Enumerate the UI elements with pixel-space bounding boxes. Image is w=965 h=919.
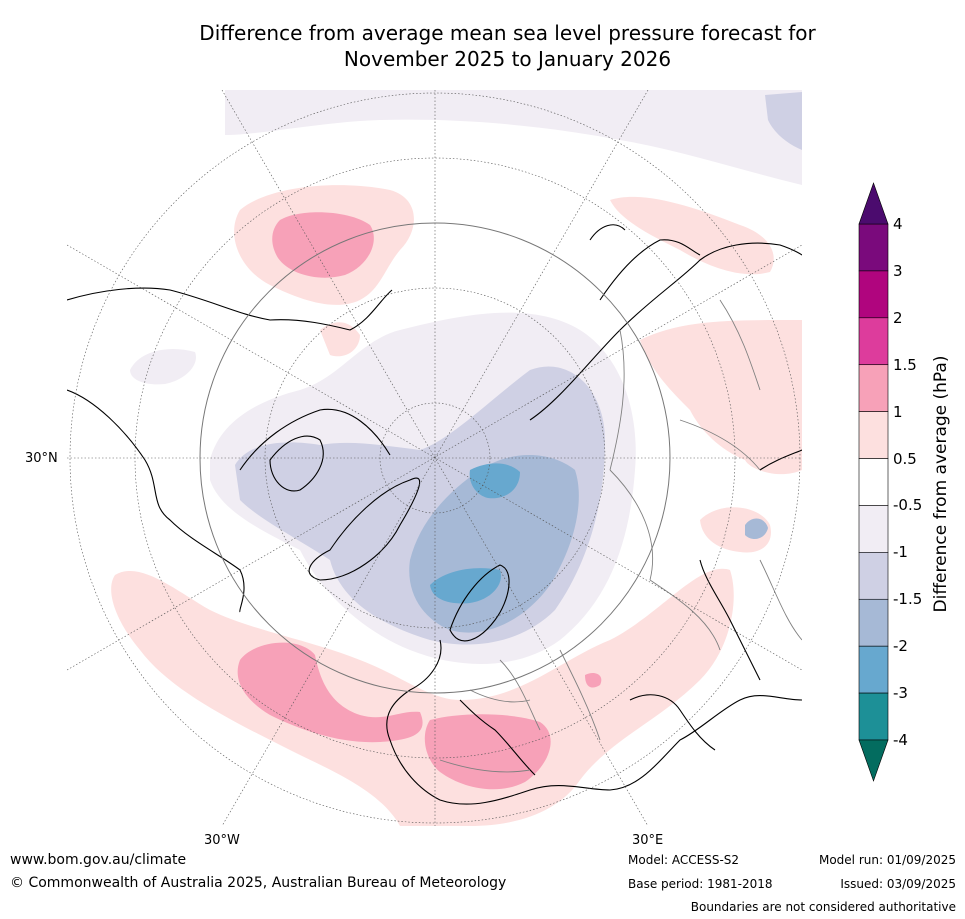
map-inner-boundary [199,222,671,694]
colorbar-tick-label: -1 [893,543,908,562]
footer-base-period: Base period: 1981-2018 [628,877,773,891]
colorbar-box [858,270,889,319]
colorbar-min-arrow [858,739,889,782]
anomaly-pos05-india [700,507,771,553]
colorbar-box [858,411,889,459]
colorbar-tick-label: -4 [893,731,908,749]
colorbar-box [858,505,889,553]
colorbar-title: Difference from average (hPa) [931,355,951,613]
chart-title: Difference from average mean sea level p… [0,20,965,72]
colorbar-tick-label: 4 [893,215,903,233]
anomaly-neg1-top-right [765,92,802,150]
colorbar-tick-label: 2 [893,308,903,327]
anomaly-neg2-arctic [469,463,520,499]
colorbar-tick-label: 1 [893,402,903,421]
footer-website[interactable]: www.bom.gov.au/climate [10,852,187,868]
anomaly-pos05-alaska-strip [320,322,360,357]
colorbar-box [858,458,889,506]
lon-label-30e: 30°E [632,833,664,848]
country-borders [439,299,802,773]
anomaly-pos05-siberia [610,196,774,275]
anomaly-neg1-tibet [745,518,768,540]
colorbar-box [858,317,889,366]
colorbar-box [858,552,889,600]
colorbar-box [858,692,889,741]
footer-model: Model: ACCESS-S2 [628,853,740,867]
colorbar-tick-label: -1.5 [893,590,923,609]
colorbar-box [858,223,889,272]
anomaly-pos1-pacific [272,212,374,278]
colorbar-box [858,364,889,412]
lon-label-30w: 30°W [204,833,240,848]
lat-label-30n: 30°N [25,451,58,466]
anomaly-pos1-black-sea [585,673,602,688]
colorbar-max-arrow [858,182,889,225]
colorbar-box [858,645,889,694]
anomaly-neg05-top [225,90,802,185]
colorbar-tick-label: 0.5 [893,449,917,468]
title-line-2: November 2025 to January 2026 [343,47,672,71]
anomaly-pos1-mediterranean [424,714,551,790]
colorbar-tick-label: -3 [893,684,908,703]
footer-disclaimer: Boundaries are not considered authoritat… [690,900,956,914]
title-line-1: Difference from average mean sea level p… [199,21,816,45]
anomaly-pos05-atlantic [111,568,734,826]
colorbar-box [858,598,889,647]
anomaly-pos05-east-asia [640,320,802,475]
anomaly-pos1-atlantic [237,642,423,743]
footer-issued: Issued: 03/09/2025 [840,877,956,891]
coastlines [67,224,802,805]
colorbar-tick-label: -2 [893,637,908,656]
colorbar-tick-label: -0.5 [893,496,923,515]
pressure-anomaly-map [67,90,802,826]
graticule [67,90,802,826]
colorbar-tick-label: 1.5 [893,355,917,374]
footer-copyright: © Commonwealth of Australia 2025, Austra… [10,875,507,891]
footer-model-run: Model run: 01/09/2025 [818,853,956,867]
colorbar-tick-label: 3 [893,261,903,280]
